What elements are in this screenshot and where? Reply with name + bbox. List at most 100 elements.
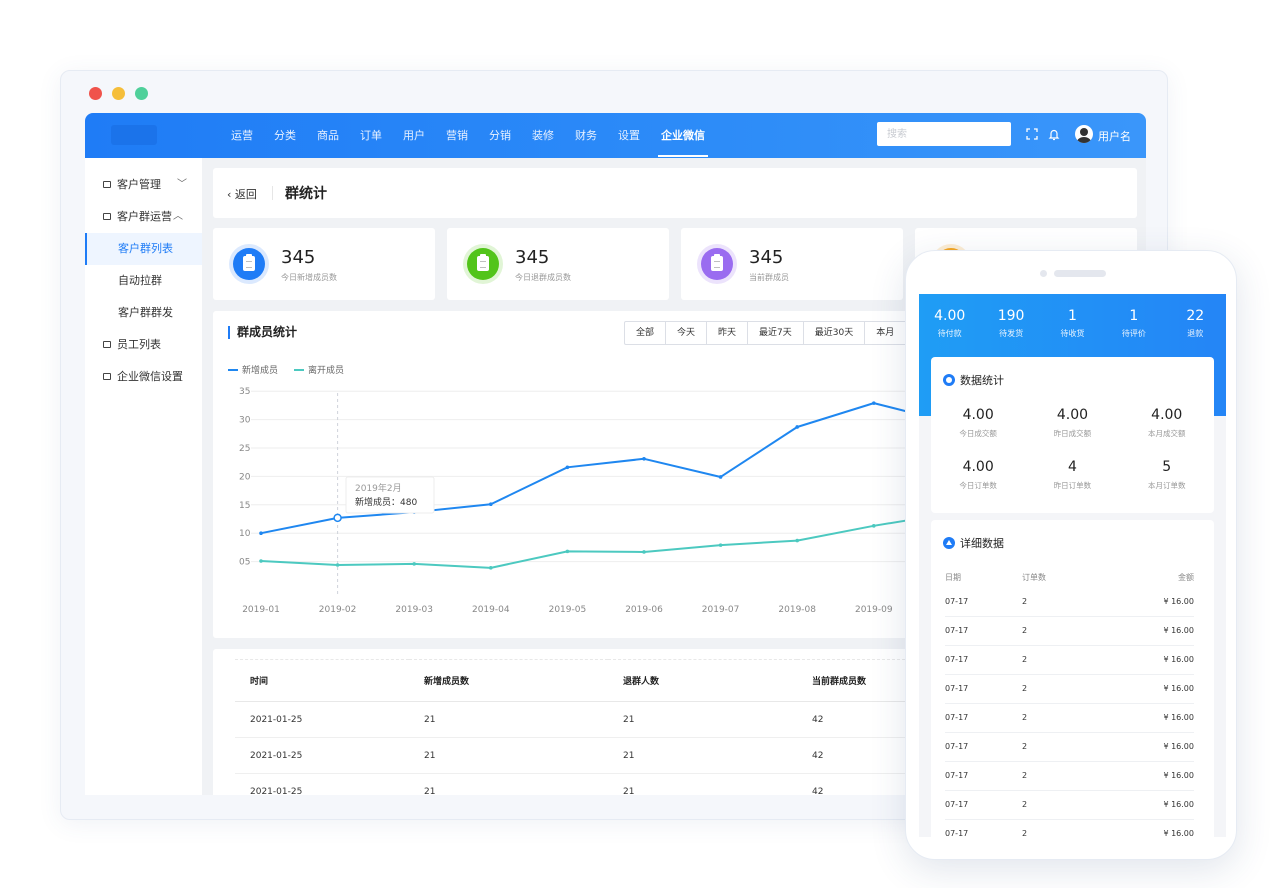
legend-item[interactable]: 离开成员	[294, 363, 344, 376]
detail-row[interactable]: 07-17 2 ¥ 16.00	[945, 674, 1194, 704]
stat-icon	[229, 244, 269, 284]
stats-title: 数据统计	[960, 374, 1004, 387]
x-tick-label: 2019-03	[395, 605, 433, 615]
sidebar-item-label: 客户群列表	[118, 242, 173, 255]
order-status-item[interactable]: 4.00 待付款	[919, 308, 980, 339]
order-status-value: 1	[1068, 308, 1077, 324]
sidebar-item[interactable]: 客户群运营 ︿	[85, 201, 202, 233]
nav-item[interactable]: 营销	[446, 129, 468, 142]
detail-cell: 07-17	[945, 674, 1022, 704]
filter-button[interactable]: 今天	[666, 322, 708, 344]
filter-button[interactable]: 本月	[865, 322, 907, 344]
y-tick-label: 35	[239, 387, 250, 397]
back-button[interactable]: ‹ 返回	[227, 188, 257, 201]
metric-value: 4.00	[1151, 407, 1183, 423]
data-point	[489, 502, 493, 507]
detail-row[interactable]: 07-17 2 ¥ 16.00	[945, 587, 1194, 617]
nav-item[interactable]: 商品	[317, 129, 339, 142]
sidebar-item-label: 客户管理	[117, 178, 161, 191]
back-label: 返回	[234, 188, 257, 201]
nav-item[interactable]: 订单	[360, 129, 382, 142]
divider	[272, 186, 273, 200]
filter-button[interactable]: 昨天	[707, 322, 749, 344]
stat-label: 今日新增成员数	[281, 273, 337, 282]
tooltip-text: 新增成员：480	[355, 496, 417, 508]
stat-icon	[463, 244, 503, 284]
data-point	[872, 401, 876, 405]
detail-icon	[943, 537, 955, 549]
detail-cell: 2	[1022, 616, 1122, 646]
table-cell: 21	[409, 773, 608, 795]
metric-label: 今日成交额	[959, 429, 997, 438]
filter-button[interactable]: 最近30天	[804, 322, 866, 344]
detail-row[interactable]: 07-17 2 ¥ 16.00	[945, 703, 1194, 733]
detail-row[interactable]: 07-17 2 ¥ 16.00	[945, 761, 1194, 791]
minimize-dot[interactable]	[112, 87, 125, 100]
legend-label: 离开成员	[308, 366, 345, 376]
filter-button[interactable]: 全部	[625, 322, 667, 344]
sidebar-item[interactable]: 客户管理 ﹀	[85, 169, 202, 201]
legend-item[interactable]: 新增成员	[228, 363, 278, 376]
detail-cell: 07-17	[945, 819, 1022, 837]
data-point	[642, 550, 646, 554]
stat-value: 345	[749, 247, 784, 268]
x-tick-label: 2019-01	[242, 605, 280, 615]
table-cell: 21	[608, 701, 797, 738]
sidebar-item[interactable]: 客户群列表	[85, 233, 202, 265]
detail-cell: ¥ 16.00	[1122, 703, 1194, 733]
metric-item: 4.00 今日订单数	[931, 459, 1025, 511]
nav-item[interactable]: 运营	[231, 129, 253, 142]
order-status-item[interactable]: 1 待评价	[1103, 308, 1164, 339]
nav-item[interactable]: 分类	[274, 129, 296, 142]
table-header: 退群人数	[608, 659, 797, 702]
table-cell: 21	[409, 737, 608, 774]
fullscreen-icon[interactable]	[1025, 127, 1039, 141]
data-point	[335, 563, 340, 567]
detail-cell: 2	[1022, 761, 1122, 791]
sidebar-item[interactable]: 员工列表	[85, 329, 202, 361]
nav-item[interactable]: 设置	[618, 129, 640, 142]
stat-value: 345	[281, 247, 316, 268]
order-status-item[interactable]: 1 待收货	[1042, 308, 1103, 339]
detail-cell: ¥ 16.00	[1122, 732, 1194, 762]
bell-icon[interactable]	[1047, 127, 1061, 141]
filter-button[interactable]: 最近7天	[748, 322, 804, 344]
order-status-label: 待发货	[999, 329, 1024, 338]
nav-item[interactable]: 装修	[532, 129, 554, 142]
nav-item[interactable]: 分销	[489, 129, 511, 142]
order-status-label: 待评价	[1121, 329, 1146, 338]
sidebar-item[interactable]: 客户群群发	[85, 297, 202, 329]
sidebar-item[interactable]: 企业微信设置	[85, 361, 202, 393]
maximize-dot[interactable]	[135, 87, 148, 100]
stat-card: 345 今日退群成员数	[447, 228, 669, 300]
order-status-item[interactable]: 22 退款	[1165, 308, 1226, 339]
search-input[interactable]	[877, 122, 1011, 146]
logo	[111, 125, 157, 145]
nav-item[interactable]: 财务	[575, 129, 597, 142]
y-tick-label: 25	[239, 444, 250, 454]
phone-speaker	[1054, 270, 1106, 277]
avatar[interactable]	[1075, 125, 1093, 143]
data-point	[872, 524, 876, 528]
detail-row[interactable]: 07-17 2 ¥ 16.00	[945, 645, 1194, 675]
detail-cell: 07-17	[945, 587, 1022, 617]
nav-item[interactable]: 用户	[403, 129, 425, 142]
phone-screen: 4.00 待付款 190 待发货 1 待收货 1 待评价 22 退款 数据统计 4.00 今日成交额…	[919, 294, 1226, 837]
chart-title: 群成员统计	[228, 326, 297, 339]
x-tick-label: 2019-07	[702, 605, 740, 615]
order-status-item[interactable]: 190 待发货	[980, 308, 1041, 339]
detail-row[interactable]: 07-17 2 ¥ 16.00	[945, 819, 1194, 837]
sidebar-item[interactable]: 自动拉群	[85, 265, 202, 297]
chevron-up-icon: ︿	[173, 211, 183, 222]
detail-row[interactable]: 07-17 2 ¥ 16.00	[945, 732, 1194, 762]
detail-cell: 2	[1022, 732, 1122, 762]
clipboard-shape	[477, 254, 489, 271]
detail-row[interactable]: 07-17 2 ¥ 16.00	[945, 616, 1194, 646]
username[interactable]: 用户名	[1098, 130, 1131, 143]
nav-item[interactable]: 企业微信	[652, 113, 714, 158]
detail-row[interactable]: 07-17 2 ¥ 16.00	[945, 790, 1194, 820]
metric-label: 本月成交额	[1147, 429, 1186, 438]
close-dot[interactable]	[89, 87, 102, 100]
menu-square-icon	[103, 180, 111, 188]
detail-cell: 2	[1022, 645, 1122, 675]
